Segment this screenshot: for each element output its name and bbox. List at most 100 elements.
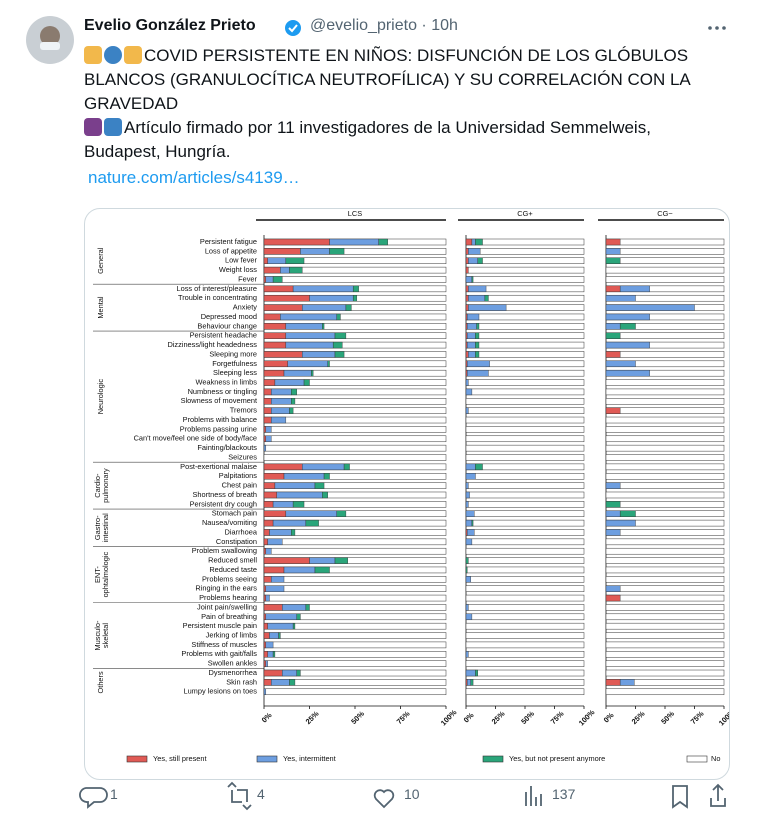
emoji: [84, 46, 102, 64]
bar-segment: [263, 613, 267, 620]
bar-segment: [302, 463, 345, 471]
handle[interactable]: @evelio_prieto: [310, 17, 417, 34]
category-label: Loss of interest/pleasure: [176, 284, 257, 293]
reply-icon[interactable]: [79, 787, 108, 809]
bar-track: [263, 660, 447, 667]
bar-segment: [605, 482, 621, 489]
category-label: Weight loss: [219, 265, 257, 274]
bookmark-icon[interactable]: [672, 785, 688, 809]
bar-segment: [605, 323, 621, 330]
like-icon[interactable]: [373, 789, 395, 809]
bar-segment: [465, 538, 473, 546]
attached-image[interactable]: Persistent fatigue Loss of appetite Low fe…: [84, 208, 730, 780]
bar-segment: [605, 304, 695, 311]
timestamp[interactable]: 10h: [431, 17, 458, 34]
category-label: Fainting/blackouts: [197, 443, 257, 452]
header-art: [26, 16, 726, 64]
bar-segment: [322, 323, 325, 330]
category-label: Slowness of movement: [181, 396, 257, 405]
bar-segment: [619, 679, 635, 686]
bar-track: [605, 454, 725, 461]
category-label: Reduced smell: [208, 556, 257, 565]
bar-track: [605, 491, 725, 499]
category-label: Sleeping less: [213, 368, 257, 377]
bar-track: [263, 632, 447, 639]
bar-segment: [263, 548, 267, 555]
bar-segment: [267, 538, 283, 546]
bar-segment: [300, 248, 330, 255]
bar-track: [605, 641, 725, 649]
bar-track: [465, 651, 585, 658]
bar-segment: [334, 557, 348, 564]
bar-segment: [378, 238, 388, 246]
bar-segment: [283, 369, 312, 377]
bar-track: [465, 323, 585, 330]
reply-count: 1: [110, 786, 118, 802]
author-name[interactable]: Evelio González Prieto: [84, 17, 256, 34]
bar-segment: [263, 576, 272, 583]
more-button[interactable]: [708, 26, 726, 30]
category-label: Persistent fatigue: [200, 237, 257, 246]
bar-track: [465, 585, 585, 592]
x-tick-label: 25%: [490, 709, 507, 726]
bar-track: [605, 276, 725, 283]
bar-track: [465, 482, 585, 489]
bar-segment: [302, 304, 347, 311]
bar-segment: [303, 379, 310, 386]
verified-check: [288, 24, 298, 33]
emoji: [104, 118, 122, 136]
category-label: Anxiety: [233, 303, 258, 312]
retweet-icon[interactable]: [227, 781, 252, 811]
bar-segment: [291, 388, 297, 396]
bar-track: [465, 435, 585, 443]
bar-track: [465, 398, 585, 405]
bar-segment: [263, 622, 268, 630]
bar-track: [465, 669, 585, 677]
category-label: Diarrhoea: [225, 527, 258, 536]
bar-segment: [468, 295, 486, 302]
group-label-line: Gastro-: [93, 515, 102, 540]
bar-track: [465, 351, 585, 358]
bar-segment: [271, 679, 290, 686]
paragraph: COVID PERSISTENTE EN NIÑOS: DISFUNCIÓN D…: [84, 44, 724, 116]
bar-segment: [267, 257, 287, 264]
panel-title: LCS: [348, 209, 362, 218]
bar-segment: [475, 669, 479, 677]
bar-track: [263, 426, 447, 433]
bar-segment: [475, 332, 480, 339]
bar-track: [605, 660, 725, 667]
share-icon[interactable]: [710, 783, 726, 807]
category-label: Palpitations: [219, 471, 258, 480]
bar-segment: [296, 613, 301, 620]
bar-segment: [605, 238, 621, 246]
bar-segment: [475, 341, 480, 349]
bar-segment: [265, 426, 272, 433]
like-count: 10: [404, 786, 420, 802]
bar-segment: [263, 538, 268, 546]
bar-track: [263, 594, 447, 602]
link-line: nature.com/articles/s4139…: [84, 166, 724, 190]
bar-track: [263, 454, 447, 461]
views-icon[interactable]: [525, 786, 542, 806]
bar-segment: [263, 594, 267, 602]
bar-track: [465, 641, 585, 649]
bar-segment: [285, 257, 305, 264]
emoji: [124, 46, 142, 64]
bar-segment: [465, 304, 469, 311]
category-label: Seizures: [228, 452, 257, 461]
x-tick-label: 50%: [349, 709, 366, 726]
emoji: [104, 46, 122, 64]
bar-track: [465, 501, 585, 508]
bar-track: [465, 632, 585, 639]
x-tick-label: 0%: [260, 710, 274, 724]
link[interactable]: nature.com/articles/s4139…: [88, 168, 300, 187]
bar-track: [263, 547, 447, 555]
category-label: Constipation: [216, 537, 257, 546]
bar-segment: [465, 566, 468, 574]
bar-segment: [605, 519, 636, 527]
category-label: Behaviour change: [197, 321, 257, 330]
bar-track: [465, 622, 585, 630]
bar-segment: [263, 641, 267, 649]
